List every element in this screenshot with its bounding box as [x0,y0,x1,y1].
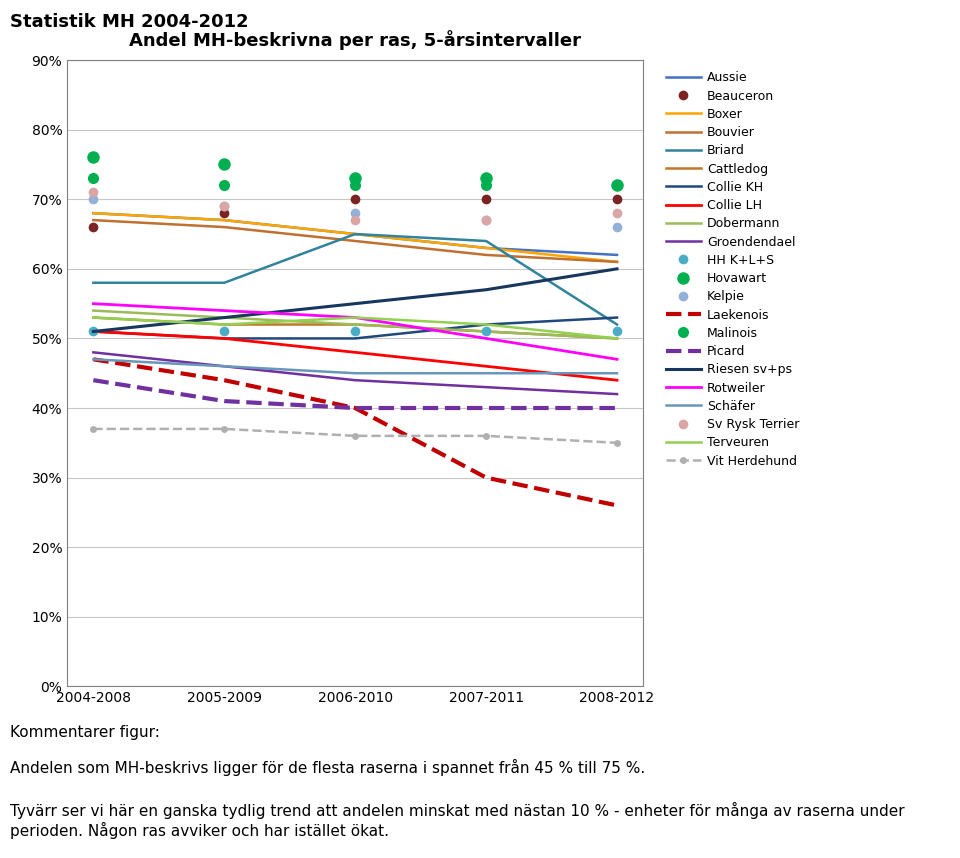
Title: Andel MH-beskrivna per ras, 5-årsintervaller: Andel MH-beskrivna per ras, 5-årsinterva… [130,30,581,50]
Text: Statistik MH 2004-2012: Statistik MH 2004-2012 [10,13,249,31]
Text: Kommentarer figur:: Kommentarer figur: [10,725,159,740]
Text: Andelen som MH-beskrivs ligger för de flesta raserna i spannet från 45 % till 75: Andelen som MH-beskrivs ligger för de fl… [10,759,645,776]
Text: Tyvärr ser vi här en ganska tydlig trend att andelen minskat med nästan 10 % - e: Tyvärr ser vi här en ganska tydlig trend… [10,802,904,839]
Legend: Aussie, Beauceron, Boxer, Bouvier, Briard, Cattledog, Collie KH, Collie LH, Dobe: Aussie, Beauceron, Boxer, Bouvier, Briar… [661,66,804,473]
